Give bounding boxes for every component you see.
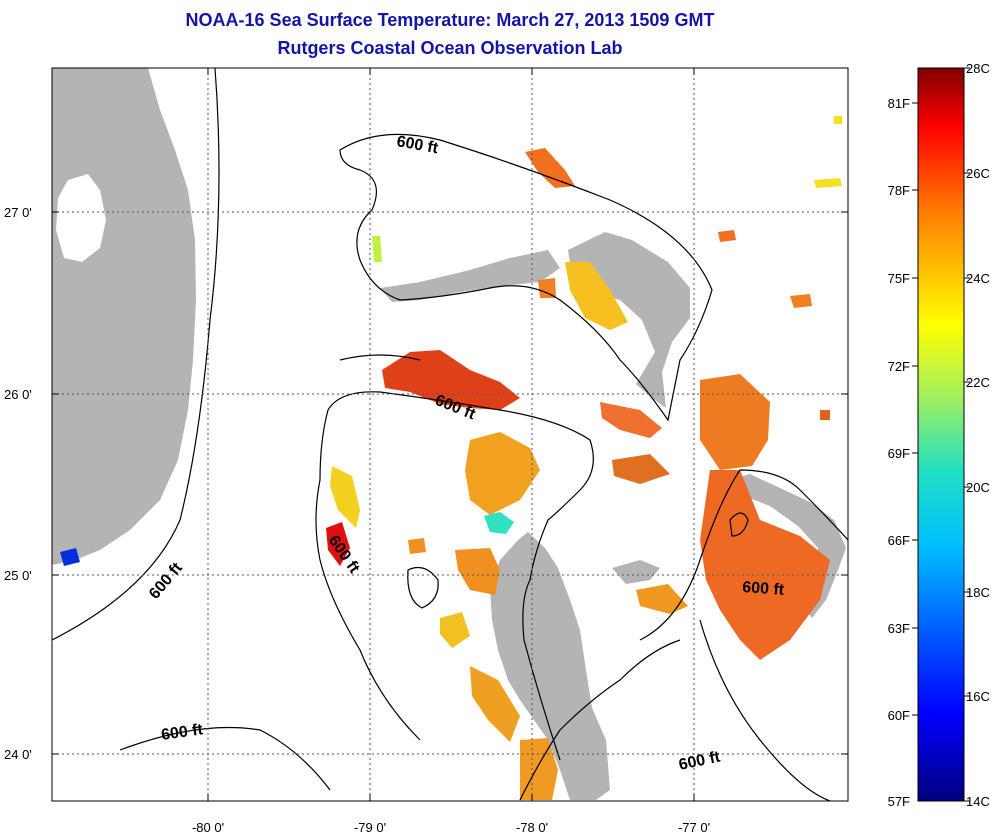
lake-okeechobee bbox=[56, 174, 106, 262]
temperature-colorbar: 81F 78F 75F 72F 69F 66F 63F 60F 57F 28C … bbox=[888, 61, 990, 809]
lat-label-25: 25 0' bbox=[4, 568, 32, 583]
colorbar-c-label: 26C bbox=[966, 166, 990, 181]
plot-frame bbox=[51, 67, 849, 802]
lon-label-80: -80 0' bbox=[192, 820, 224, 835]
colorbar-c-label: 20C bbox=[966, 480, 990, 495]
new-providence-island bbox=[612, 560, 660, 584]
colorbar-f-label: 81F bbox=[888, 96, 910, 111]
andros-island bbox=[490, 532, 610, 800]
colorbar-f-label: 69F bbox=[888, 446, 910, 461]
graticule bbox=[52, 68, 848, 801]
contour-label: 600 ft bbox=[742, 579, 786, 599]
colorbar-c-label: 16C bbox=[966, 689, 990, 704]
colorbar-f-label: 66F bbox=[888, 533, 910, 548]
bathymetry-contours bbox=[52, 68, 848, 801]
colorbar-c-label: 14C bbox=[966, 794, 990, 809]
contour-label: 600 ft bbox=[160, 721, 204, 744]
lat-label-26: 26 0' bbox=[4, 387, 32, 402]
sst-observations bbox=[60, 116, 842, 800]
map-title: NOAA-16 Sea Surface Temperature: March 2… bbox=[185, 10, 715, 30]
colorbar-c-label: 24C bbox=[966, 271, 990, 286]
colorbar-f-label: 72F bbox=[888, 359, 910, 374]
lon-label-77: -77 0' bbox=[678, 820, 710, 835]
colorbar-c-label: 22C bbox=[966, 375, 990, 390]
lon-label-79: -79 0' bbox=[354, 820, 386, 835]
colorbar-f-label: 75F bbox=[888, 271, 910, 286]
colorbar-c-label: 18C bbox=[966, 585, 990, 600]
colorbar-f-label: 63F bbox=[888, 621, 910, 636]
lon-label-78: -78 0' bbox=[516, 820, 548, 835]
colorbar-c-label: 28C bbox=[966, 61, 990, 76]
colorbar-f-label: 57F bbox=[888, 794, 910, 809]
map-subtitle: Rutgers Coastal Ocean Observation Lab bbox=[277, 38, 623, 58]
colorbar-f-label: 60F bbox=[888, 708, 910, 723]
map-plot bbox=[52, 68, 848, 801]
lat-label-24: 24 0' bbox=[4, 747, 32, 762]
axis-ticks bbox=[52, 68, 848, 801]
colorbar-f-label: 78F bbox=[888, 183, 910, 198]
grand-bahama-island bbox=[380, 250, 560, 302]
lat-label-27: 27 0' bbox=[4, 205, 32, 220]
